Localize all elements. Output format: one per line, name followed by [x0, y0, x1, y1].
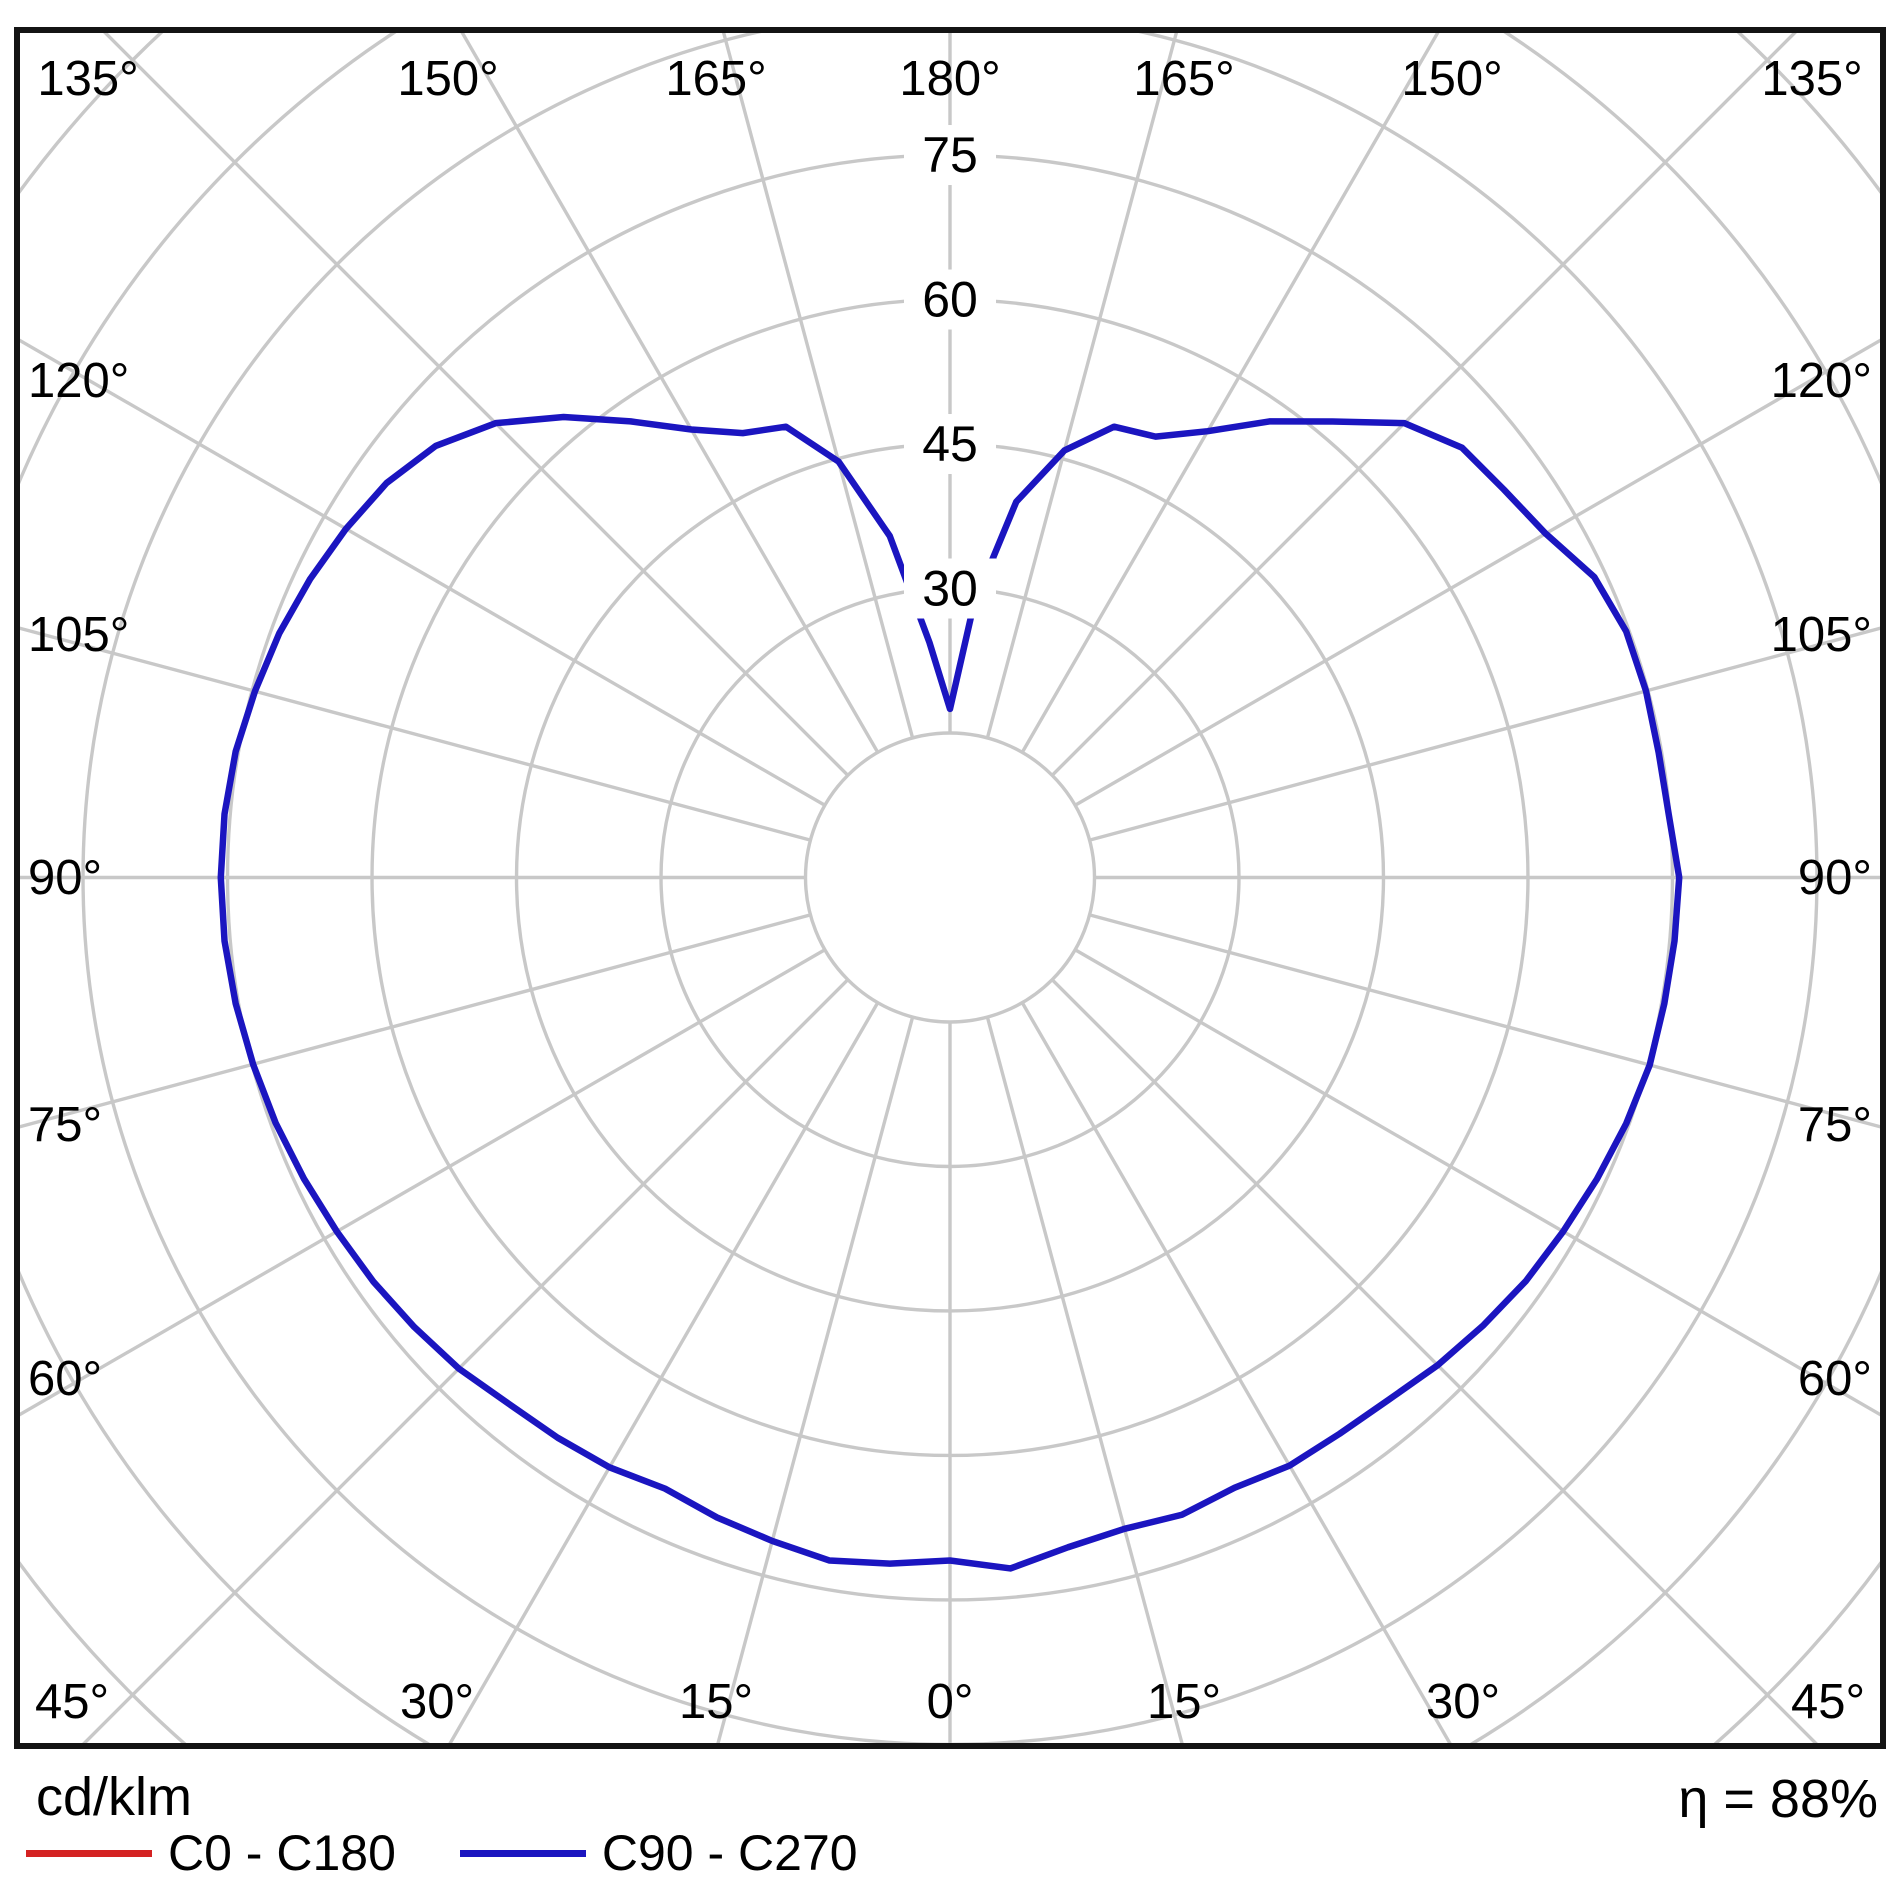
- radial-tick-bg: [904, 269, 996, 330]
- angle-label-top: 180°: [899, 52, 1000, 106]
- angle-label-bottom: 45°: [35, 1675, 109, 1729]
- angle-label-right: 60°: [1798, 1352, 1872, 1406]
- legend-item-c90-c270: C90 - C270: [459, 1824, 858, 1882]
- angle-label-left: 75°: [28, 1098, 102, 1152]
- angle-label-top: 135°: [1761, 52, 1862, 106]
- angle-label-top: 165°: [1133, 52, 1234, 106]
- angle-label-top: 165°: [665, 52, 766, 106]
- angle-labels: 135° 150° 165° 180° 165° 150° 135° 45° 30° 15° 0° 1…: [28, 52, 1872, 1729]
- grid-spoke-75: [1089, 913, 1883, 1130]
- grid-spoke-345: [715, 1016, 915, 1746]
- legend-swatch: [459, 1849, 586, 1857]
- grid-spoke-165: [985, 30, 1179, 739]
- grid-spoke-135: [1050, 30, 1800, 777]
- plot-border: [14, 27, 1886, 1749]
- legend-label: C90 - C270: [601, 1825, 858, 1881]
- grid-spoke-150: [1020, 30, 1442, 754]
- angle-label-bottom: 30°: [1426, 1675, 1500, 1729]
- legend-label: C0 - C180: [168, 1825, 396, 1881]
- efficiency-badge: η = 88%: [1678, 1769, 1878, 1829]
- angle-label-top: 135°: [37, 52, 138, 106]
- legend-item-c0-c180: C0 - C180: [26, 1824, 396, 1882]
- grid-spoke-210: [458, 30, 880, 754]
- angle-label-right: 105°: [1771, 608, 1872, 662]
- angle-label-right: 120°: [1771, 354, 1872, 408]
- grid-spoke-15: [985, 1016, 1185, 1746]
- angle-label-top: 150°: [1401, 52, 1502, 106]
- curve-c90-c270: [217, 413, 1683, 1572]
- grid-spoke-195: [721, 30, 915, 739]
- angle-label-top: 150°: [397, 52, 498, 106]
- angle-label-bottom: 30°: [400, 1675, 474, 1729]
- angle-label-left: 120°: [28, 354, 129, 408]
- legend-swatch: [26, 1849, 152, 1857]
- grid-spoke-60: [1074, 948, 1883, 1419]
- angle-label-bottom: 45°: [1791, 1675, 1865, 1729]
- unit-label: cd/klm: [36, 1767, 193, 1827]
- radial-tick-label: 75: [922, 127, 978, 183]
- angle-label-right: 75°: [1798, 1098, 1872, 1152]
- angle-label-left: 105°: [28, 608, 129, 662]
- radial-tick-bg: [904, 414, 996, 475]
- grid-spoke-120: [1074, 336, 1883, 807]
- grid-spoke-330: [446, 1001, 880, 1746]
- grid-spoke-315: [79, 978, 850, 1746]
- radial-tick-label: 30: [922, 561, 978, 617]
- angle-label-bottom: 0°: [927, 1675, 974, 1729]
- radial-tick-label: 45: [922, 416, 978, 472]
- chart-legend: C0 - C180 C90 - C270: [26, 1824, 922, 1882]
- radial-tick-labels: 30 45 60 75: [904, 125, 996, 619]
- angle-label-bottom: 15°: [1147, 1675, 1221, 1729]
- grid-spoke-255: [17, 625, 811, 842]
- radial-tick-bg: [904, 125, 996, 186]
- grid-ring-15: [803, 731, 1097, 1024]
- angle-label-left: 60°: [28, 1352, 102, 1406]
- radial-tick-bg: [904, 558, 996, 619]
- grid-spoke-300: [17, 948, 826, 1419]
- grid-spoke-285: [17, 913, 811, 1130]
- grid-spoke-240: [17, 336, 826, 807]
- grid-spoke-30: [1020, 1001, 1454, 1746]
- radial-tick-label: 60: [922, 272, 978, 328]
- grid-spoke-105: [1089, 625, 1883, 842]
- angle-label-bottom: 15°: [679, 1675, 753, 1729]
- angle-label-right: 90°: [1798, 851, 1872, 905]
- grid-spoke-45: [1050, 978, 1821, 1746]
- grid-spoke-225: [100, 30, 850, 777]
- angle-label-left: 90°: [28, 851, 102, 905]
